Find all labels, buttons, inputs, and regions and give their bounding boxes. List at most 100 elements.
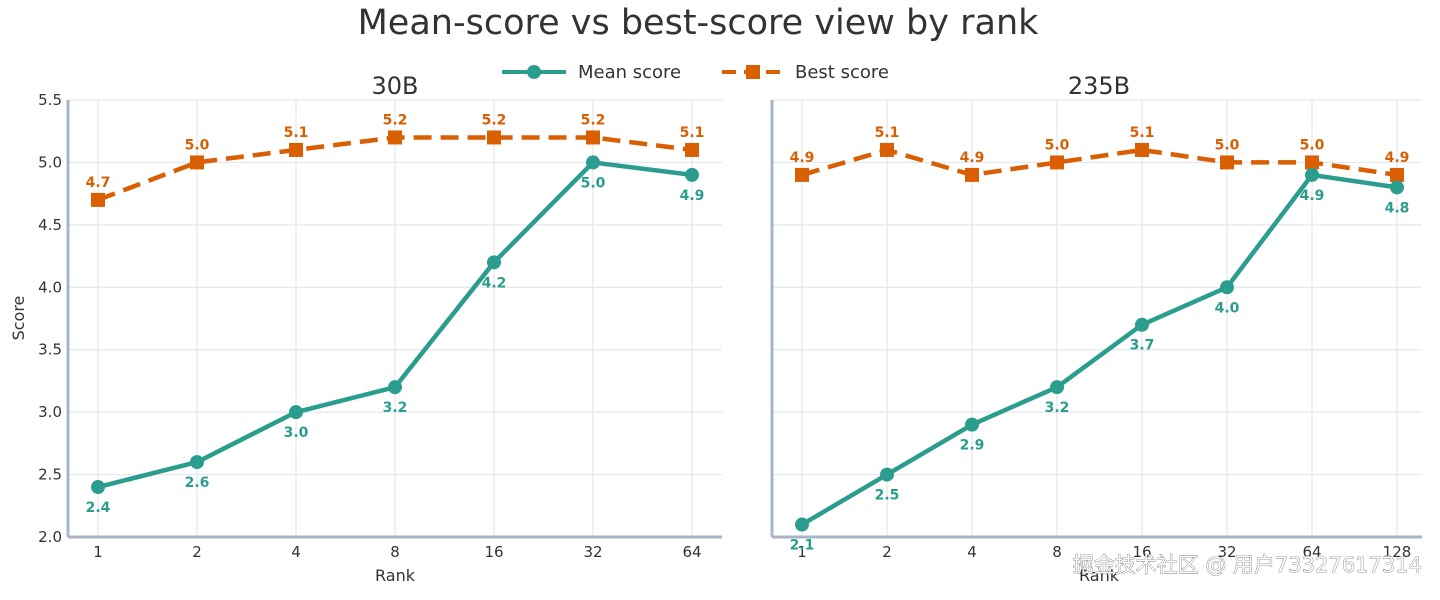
mean-score-point bbox=[1305, 167, 1319, 182]
best-score-data-label: 4.9 bbox=[790, 150, 815, 166]
subplot-30b: 2.0 2.5 3.0 3.5 4.0 4.5 5.0 5.5 1 2 4 8 16 32 64 Rank 30… bbox=[38, 72, 722, 585]
mean-score-data-label: 5.0 bbox=[581, 175, 606, 191]
y-tick-label: 2.5 bbox=[38, 466, 62, 484]
best-score-data-label: 5.1 bbox=[1130, 125, 1155, 141]
best-score-point bbox=[388, 130, 402, 145]
mean-score-point bbox=[388, 380, 402, 395]
mean-score-point bbox=[685, 167, 699, 182]
x-tick-label: 32 bbox=[1217, 543, 1236, 561]
best-score-point bbox=[1050, 155, 1064, 170]
legend: Mean score Best score bbox=[502, 62, 889, 83]
x-tick-label: 32 bbox=[583, 543, 602, 561]
mean-score-point bbox=[190, 455, 204, 470]
x-axis-label: Rank bbox=[1079, 566, 1120, 585]
mean-score-point bbox=[586, 155, 600, 170]
mean-score-data-label: 2.5 bbox=[875, 488, 900, 504]
y-tick-label: 2.0 bbox=[38, 528, 62, 546]
best-score-data-label: 5.0 bbox=[185, 137, 210, 153]
legend-mean-label: Mean score bbox=[578, 62, 681, 83]
best-score-point bbox=[91, 192, 105, 207]
mean-score-data-label: 4.0 bbox=[1215, 300, 1240, 316]
best-score-point bbox=[1220, 155, 1234, 170]
y-tick-label: 3.5 bbox=[38, 341, 62, 359]
best-score-point bbox=[880, 142, 894, 157]
x-tick-label: 64 bbox=[682, 543, 701, 561]
best-score-point bbox=[289, 142, 303, 157]
subplot-title: 235B bbox=[1068, 72, 1130, 100]
x-tick-label: 1 bbox=[93, 543, 103, 561]
mean-score-data-label: 2.4 bbox=[86, 500, 111, 516]
x-tick-label: 4 bbox=[291, 543, 301, 561]
x-tick-label: 1 bbox=[797, 543, 807, 561]
mean-score-data-label: 3.7 bbox=[1130, 338, 1155, 354]
x-tick-label: 64 bbox=[1302, 543, 1321, 561]
best-score-point bbox=[586, 130, 600, 145]
mean-score-data-label: 4.2 bbox=[482, 275, 507, 291]
best-score-data-label: 5.0 bbox=[1045, 137, 1070, 153]
mean-score-point bbox=[289, 405, 303, 420]
mean-score-data-label: 3.2 bbox=[1045, 400, 1070, 416]
mean-score-point bbox=[1050, 380, 1064, 395]
best-score-data-label: 5.1 bbox=[680, 125, 705, 141]
best-score-data-label: 4.7 bbox=[86, 175, 111, 191]
mean-score-point bbox=[880, 467, 894, 482]
mean-score-point bbox=[965, 417, 979, 432]
x-axis-label: Rank bbox=[375, 566, 416, 585]
mean-score-point bbox=[1390, 180, 1404, 195]
best-score-data-label: 4.9 bbox=[960, 150, 985, 166]
legend-best-label: Best score bbox=[795, 62, 889, 83]
best-score-point bbox=[1135, 142, 1149, 157]
y-tick-label: 4.0 bbox=[38, 278, 62, 296]
mean-score-data-label: 3.0 bbox=[284, 425, 309, 441]
best-score-data-label: 5.1 bbox=[284, 125, 309, 141]
best-score-point bbox=[190, 155, 204, 170]
mean-score-data-label: 3.2 bbox=[383, 400, 408, 416]
subplot-title: 30B bbox=[371, 72, 418, 100]
mean-score-data-label: 4.9 bbox=[680, 188, 705, 204]
mean-score-line bbox=[800, 172, 1398, 527]
mean-score-data-label: 4.9 bbox=[1300, 188, 1325, 204]
mean-score-point bbox=[91, 480, 105, 495]
best-score-data-label: 5.0 bbox=[1300, 137, 1325, 153]
best-score-point bbox=[1390, 167, 1404, 182]
best-score-data-label: 5.2 bbox=[581, 112, 606, 128]
mean-score-point bbox=[487, 255, 501, 270]
best-score-point bbox=[1305, 155, 1319, 170]
legend-best-marker bbox=[746, 65, 760, 79]
y-tick-label: 3.0 bbox=[38, 403, 62, 421]
best-score-data-label: 5.0 bbox=[1215, 137, 1240, 153]
mean-score-data-label: 4.8 bbox=[1385, 200, 1410, 216]
best-score-data-label: 4.9 bbox=[1385, 150, 1410, 166]
best-score-data-label: 5.2 bbox=[383, 112, 408, 128]
mean-score-point bbox=[1135, 317, 1149, 332]
mean-score-point bbox=[1220, 280, 1234, 295]
best-score-point bbox=[685, 142, 699, 157]
subplot-235b: 1 2 4 8 16 32 64 128 Rank 235B 4.9 5.1 4.9 5.0 5.1 5.0 5… bbox=[770, 72, 1422, 585]
y-tick-label: 5.0 bbox=[38, 153, 62, 171]
mean-score-data-label: 2.9 bbox=[960, 438, 985, 454]
best-score-point bbox=[965, 167, 979, 182]
x-tick-label: 2 bbox=[882, 543, 892, 561]
best-score-point bbox=[795, 167, 809, 182]
best-score-data-label: 5.2 bbox=[482, 112, 507, 128]
legend-mean-marker bbox=[527, 65, 541, 79]
chart-title: Mean-score vs best-score view by rank bbox=[358, 3, 1040, 43]
x-tick-label: 4 bbox=[967, 543, 977, 561]
x-tick-label: 16 bbox=[1132, 543, 1151, 561]
y-axis-label: Score bbox=[9, 296, 28, 341]
x-tick-label: 8 bbox=[1052, 543, 1062, 561]
mean-score-data-label: 2.1 bbox=[790, 538, 815, 554]
x-tick-label: 8 bbox=[390, 543, 400, 561]
mean-score-point bbox=[795, 517, 809, 532]
best-score-point bbox=[487, 130, 501, 145]
x-tick-label: 2 bbox=[192, 543, 202, 561]
x-tick-label: 128 bbox=[1383, 543, 1412, 561]
best-score-line bbox=[801, 147, 1398, 178]
mean-score-data-label: 2.6 bbox=[185, 475, 210, 491]
best-score-data-label: 5.1 bbox=[875, 125, 900, 141]
watermark: 掘金技术社区 @ 用户7332761731​4 bbox=[1073, 553, 1422, 577]
x-tick-label: 16 bbox=[484, 543, 503, 561]
y-tick-label: 5.5 bbox=[38, 91, 62, 109]
